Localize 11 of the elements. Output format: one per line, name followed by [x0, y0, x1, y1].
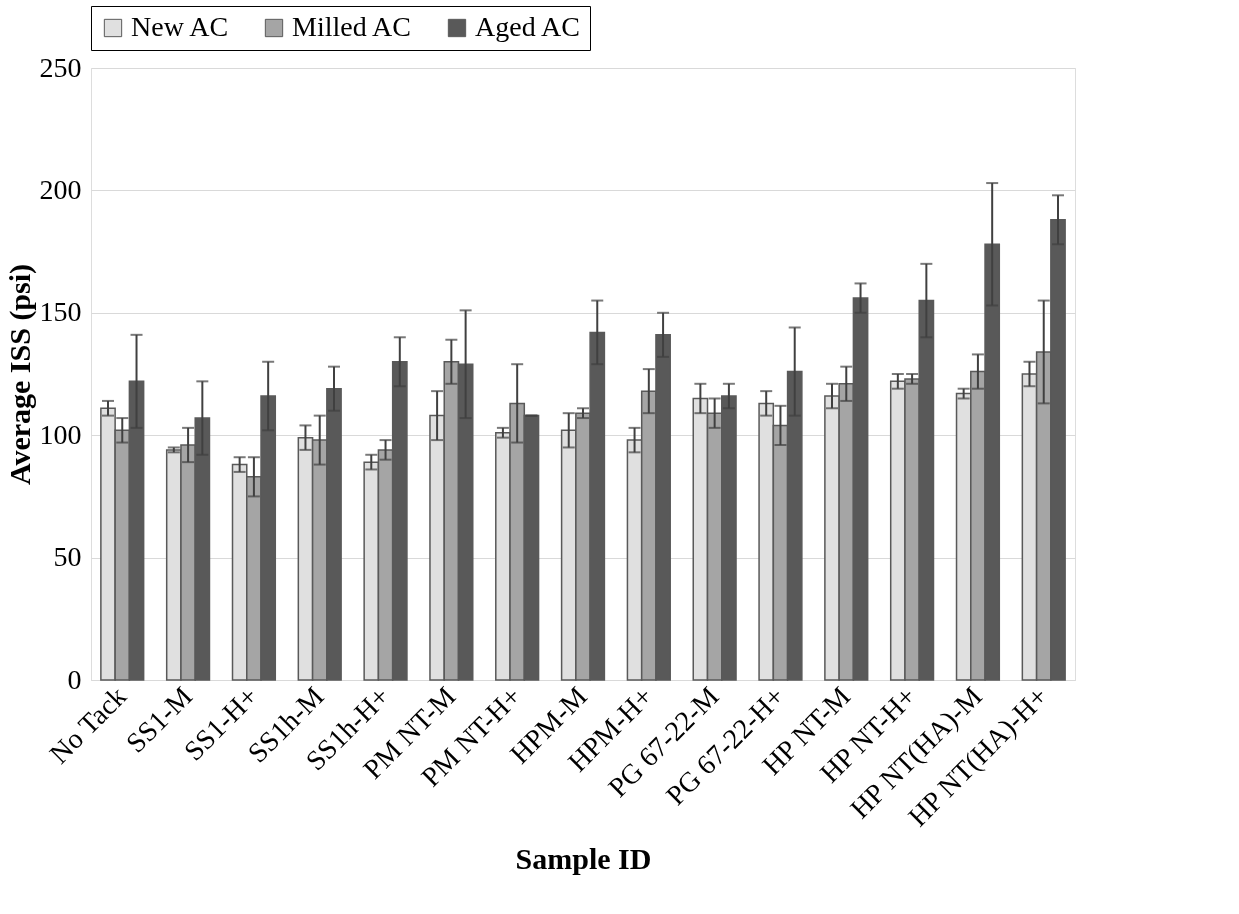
y-axis-title: Average ISS (psi)	[2, 263, 37, 486]
y-tick-label: 250	[39, 51, 82, 83]
y-tick-label: 0	[67, 663, 82, 695]
y-tick-label: 100	[39, 418, 82, 450]
y-tick-label: 50	[53, 541, 82, 573]
legend-label: New AC	[131, 11, 229, 42]
legend-label: Aged AC	[475, 11, 580, 42]
x-axis-title: Sample ID	[515, 841, 652, 875]
y-tick-label: 150	[39, 296, 82, 328]
legend-label: Milled AC	[292, 11, 412, 42]
y-tick-label: 200	[39, 173, 82, 205]
